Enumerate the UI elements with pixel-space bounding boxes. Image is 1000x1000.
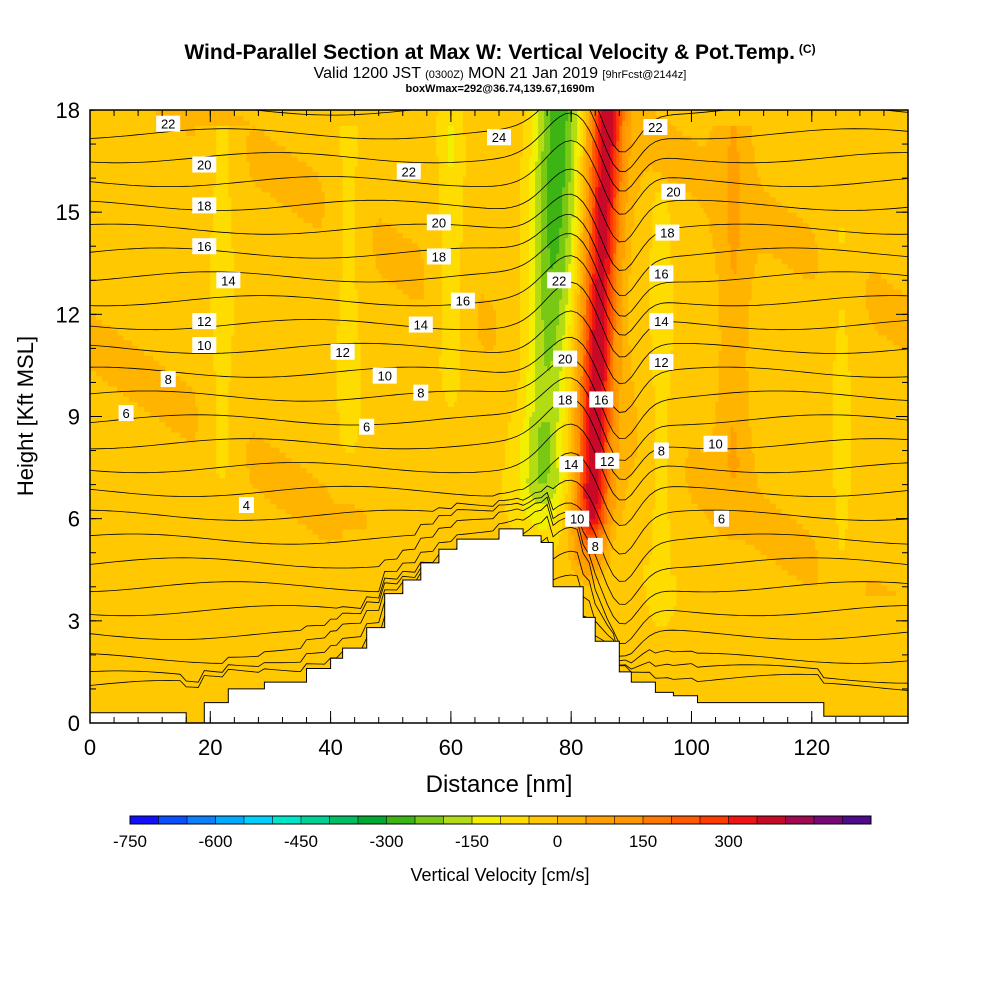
- cross-section-chart: 2220181614121086422201816141210862422201…: [0, 0, 1000, 1000]
- plot-area: 2220181614121086422201816141210862422201…: [90, 70, 909, 724]
